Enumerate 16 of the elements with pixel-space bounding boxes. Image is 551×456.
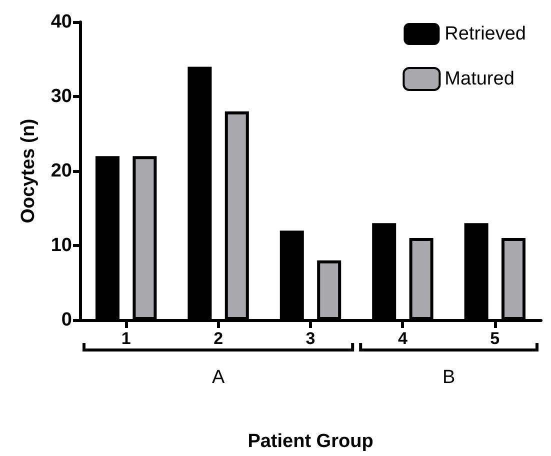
text: B — [442, 367, 456, 389]
x-axis-title: Patient Group — [248, 431, 374, 452]
y-tick-label: 10 — [50, 235, 72, 256]
x-tick-label: 4 — [398, 329, 408, 348]
x-tick-label: 3 — [306, 329, 316, 348]
legend-label: Matured — [444, 68, 514, 90]
text: A — [212, 367, 225, 389]
x-tick-label: 5 — [490, 329, 500, 348]
y-axis-title: Oocytes (n) — [18, 118, 39, 224]
x-tick-label: 1 — [121, 329, 131, 348]
legend-label: Retrieved — [444, 24, 526, 44]
y-tick-label: 30 — [50, 86, 72, 107]
x-tick-label: 2 — [214, 329, 224, 348]
y-tick-label: 0 — [61, 310, 72, 330]
y-tick-label: 40 — [50, 12, 72, 32]
y-tick-label: 20 — [50, 160, 72, 182]
